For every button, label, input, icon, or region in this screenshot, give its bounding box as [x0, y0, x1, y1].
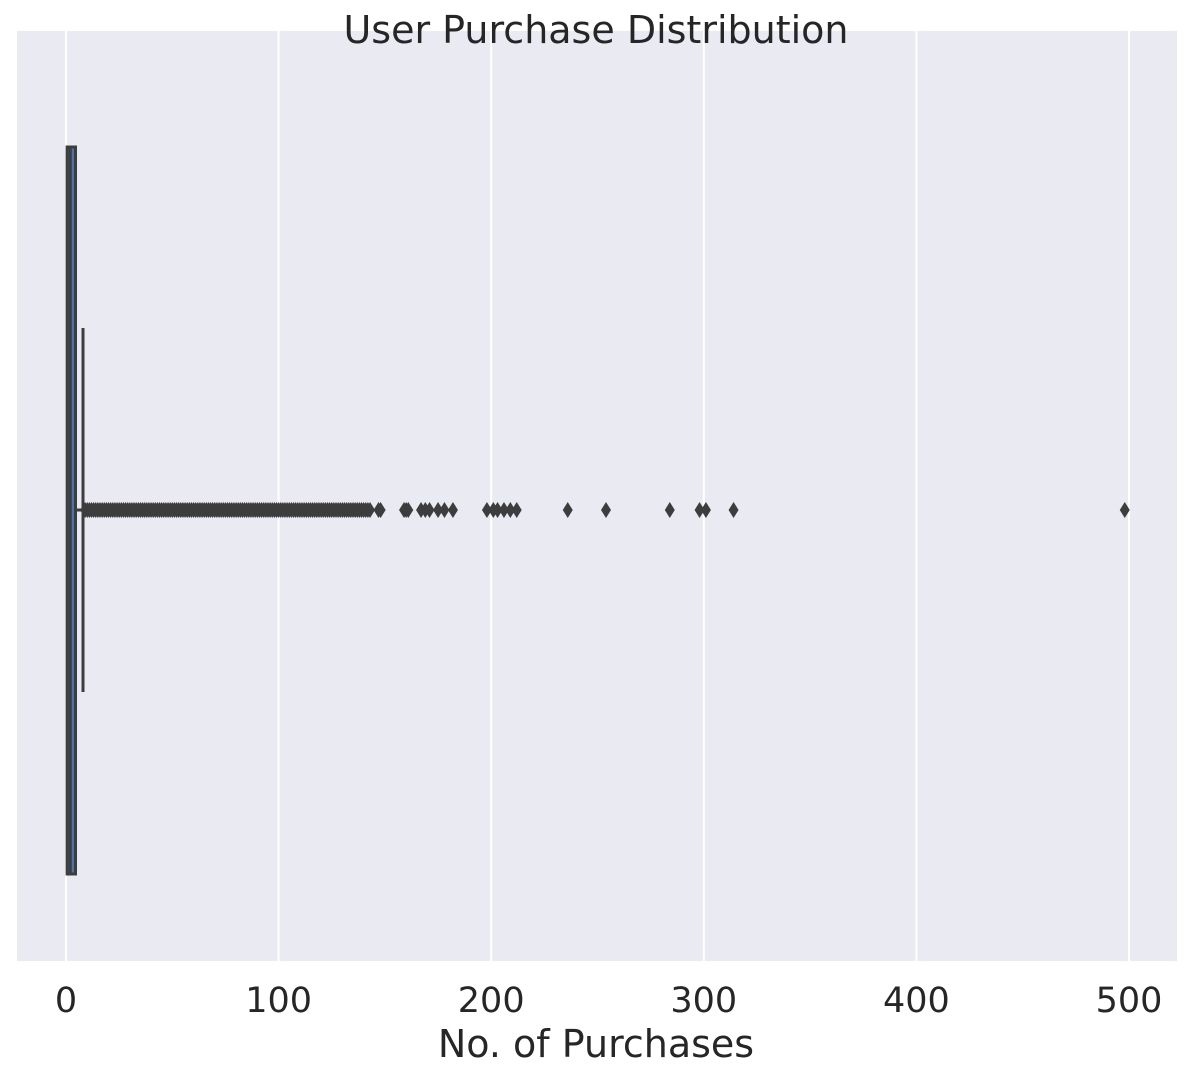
x-tick-label: 200 — [458, 981, 525, 1021]
outlier-point — [1119, 502, 1130, 518]
x-axis-label: No. of Purchases — [437, 1022, 755, 1066]
plot-background — [17, 31, 1177, 961]
outlier-point — [492, 502, 503, 518]
x-tick-labels: 0 100 200 300 400 500 — [55, 981, 1163, 1021]
x-tick-label: 100 — [245, 981, 312, 1021]
outlier-point — [511, 502, 522, 518]
outlier-point — [403, 502, 414, 518]
x-tick-label: 300 — [670, 981, 737, 1021]
outlier-point — [447, 502, 458, 518]
outlier-point — [505, 502, 516, 518]
outlier-points — [80, 502, 1130, 518]
outlier-point — [664, 502, 675, 518]
chart-title: User Purchase Distribution — [343, 8, 849, 52]
outlier-point — [424, 502, 435, 518]
outlier-point — [700, 502, 711, 518]
outlier-point — [562, 502, 573, 518]
outlier-point — [439, 502, 450, 518]
x-tick-label: 400 — [883, 981, 950, 1021]
outlier-point — [694, 502, 705, 518]
outlier-point — [728, 502, 739, 518]
outlier-point — [365, 502, 376, 518]
outlier-point — [498, 502, 509, 518]
outlier-point — [601, 502, 612, 518]
x-tick-label: 500 — [1096, 981, 1163, 1021]
outlier-point — [481, 502, 492, 518]
outlier-point — [433, 502, 444, 518]
outlier-point — [375, 502, 386, 518]
x-tick-label: 0 — [55, 981, 77, 1021]
